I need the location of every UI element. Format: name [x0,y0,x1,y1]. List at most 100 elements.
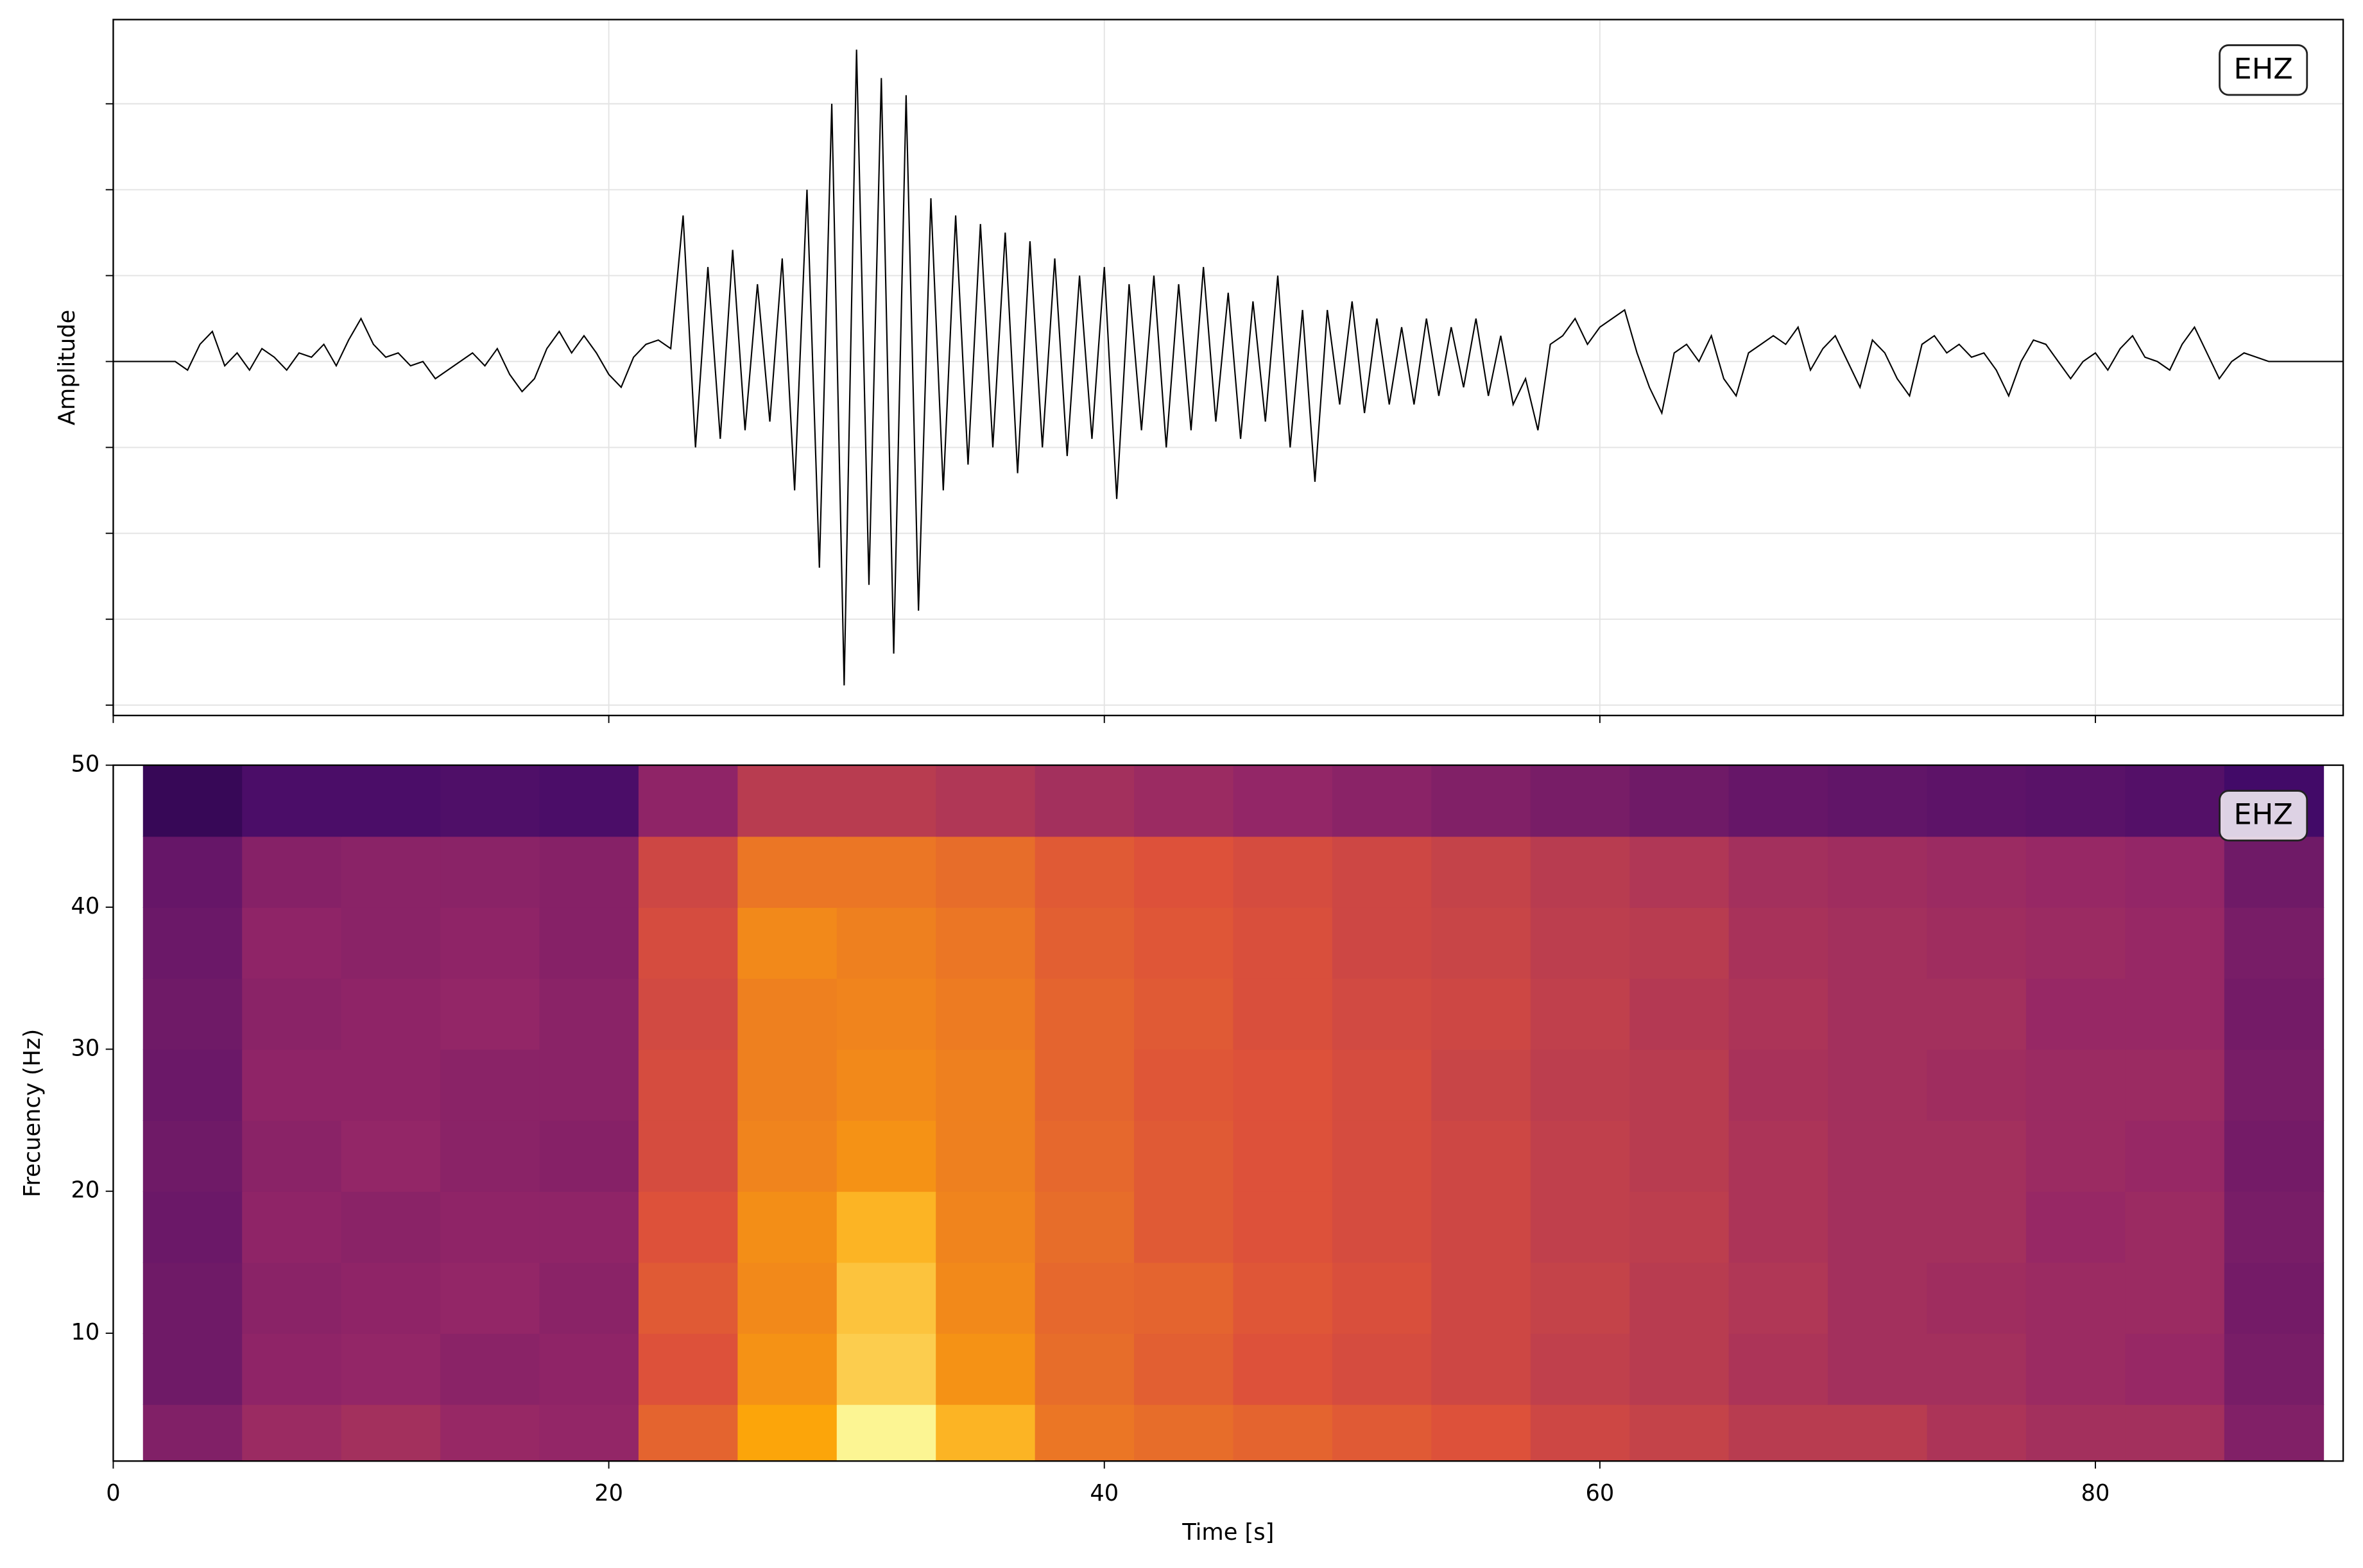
heatmap-cell [1828,1191,1928,1263]
heatmap-cell [1332,836,1432,908]
heatmap-cell [737,1333,838,1405]
heatmap-cell [2224,1120,2324,1192]
heatmap-cell [1233,1333,1333,1405]
heatmap-cell [836,765,937,837]
x-axis-label: Time [s] [1182,1519,1274,1546]
heatmap-cell [242,765,342,837]
heatmap-cell [341,1262,442,1334]
heatmap-cell [1134,1262,1234,1334]
heatmap-cell [936,978,1036,1050]
heatmap-cell [1927,1404,2027,1462]
heatmap-cell [1035,1049,1135,1121]
heatmap-cell [142,978,243,1050]
heatmap-cell [1629,1191,1730,1263]
heatmap-cell [936,1404,1036,1462]
heatmap-cell [836,1191,937,1263]
heatmap-cell [2025,1333,2126,1405]
heatmap-cell [539,978,639,1050]
heatmap-cell [1629,1333,1730,1405]
heatmap-cell [2025,1049,2126,1121]
heatmap-cell [2025,836,2126,908]
heatmap-cell [539,1120,639,1192]
y-tick-label: 20 [71,1177,100,1204]
heatmap-cell [539,1404,639,1462]
annotation-frame [2219,790,2308,842]
heatmap-cell [1927,1120,2027,1192]
heatmap-cell [1728,978,1829,1050]
heatmap-cell [936,1191,1036,1263]
heatmap-cell [1233,1262,1333,1334]
annotation-box: EHZ [2219,790,2308,842]
waveform [113,49,2344,686]
heatmap-cell [1530,1404,1631,1462]
heatmap-cell [1728,907,1829,979]
heatmap-cell [1927,1333,2027,1405]
heatmap-cell [539,765,639,837]
heatmap-cell [1035,978,1135,1050]
heatmap-cell [1728,1333,1829,1405]
heatmap-cell [440,1049,540,1121]
heatmap-cell [2025,765,2126,837]
heatmap-cell [936,836,1036,908]
heatmap-cell [1927,1262,2027,1334]
heatmap-cell [2224,836,2324,908]
y-tick-label: 30 [71,1035,100,1061]
heatmap-cell [836,978,937,1050]
heatmap-cell [142,1049,243,1121]
heatmap-cell [836,1120,937,1192]
heatmap-cell [2025,978,2126,1050]
heatmap-cell [1035,1262,1135,1334]
heatmap-cell [1332,1404,1432,1462]
heatmap-cell [1828,1404,1928,1462]
heatmap-cell [2125,1191,2225,1263]
heatmap-cell [1233,836,1333,908]
heatmap-cell [737,1262,838,1334]
heatmap-cell [440,1120,540,1192]
heatmap-cell [2224,1191,2324,1263]
heatmap-cell [1927,1049,2027,1121]
heatmap-cell [242,1049,342,1121]
heatmap-cell [440,836,540,908]
x-tick-label: 80 [2081,1480,2110,1506]
heatmap-cell [737,765,838,837]
annotation: EHZ [2234,797,2293,831]
heatmap-cell [242,1120,342,1192]
heatmap-cell [1332,907,1432,979]
heatmap-cell [1134,836,1234,908]
heatmap-cell [1828,1049,1928,1121]
heatmap-cell [1431,1333,1531,1405]
annotation: EHZ [2234,52,2293,85]
heatmap-cell [1134,765,1234,837]
axes-frame [112,19,2344,717]
heatmap-cell [1629,765,1730,837]
heatmap-cell [1629,1262,1730,1334]
x-tick-label: 20 [594,1480,623,1506]
heatmap-cell [1134,1191,1234,1263]
heatmap-cell [242,1404,342,1462]
heatmap-cell [1233,907,1333,979]
heatmap-cell [341,1049,442,1121]
heatmap-cell [1134,1120,1234,1192]
heatmap-cell [341,1333,442,1405]
heatmap-cell [1530,836,1631,908]
heatmap-cell [440,1262,540,1334]
heatmap-cell [242,978,342,1050]
heatmap-cell [836,1262,937,1334]
heatmap-cell [1927,978,2027,1050]
heatmap-cell [936,1120,1036,1192]
heatmap-cell [142,765,243,837]
heatmap-cell [2224,1262,2324,1334]
heatmap-cell [1431,765,1531,837]
heatmap-cell [142,907,243,979]
heatmap-cell [539,1333,639,1405]
heatmap-cell [440,907,540,979]
heatmap-cell [1134,978,1234,1050]
heatmap-cell [1035,765,1135,837]
heatmap-cell [1828,1333,1928,1405]
heatmap-cell [737,978,838,1050]
heatmap-cell [1035,1191,1135,1263]
heatmap-cell [2224,1404,2324,1462]
heatmap-cell [539,836,639,908]
heatmap-cell [1332,1191,1432,1263]
heatmap-cell [1728,1120,1829,1192]
